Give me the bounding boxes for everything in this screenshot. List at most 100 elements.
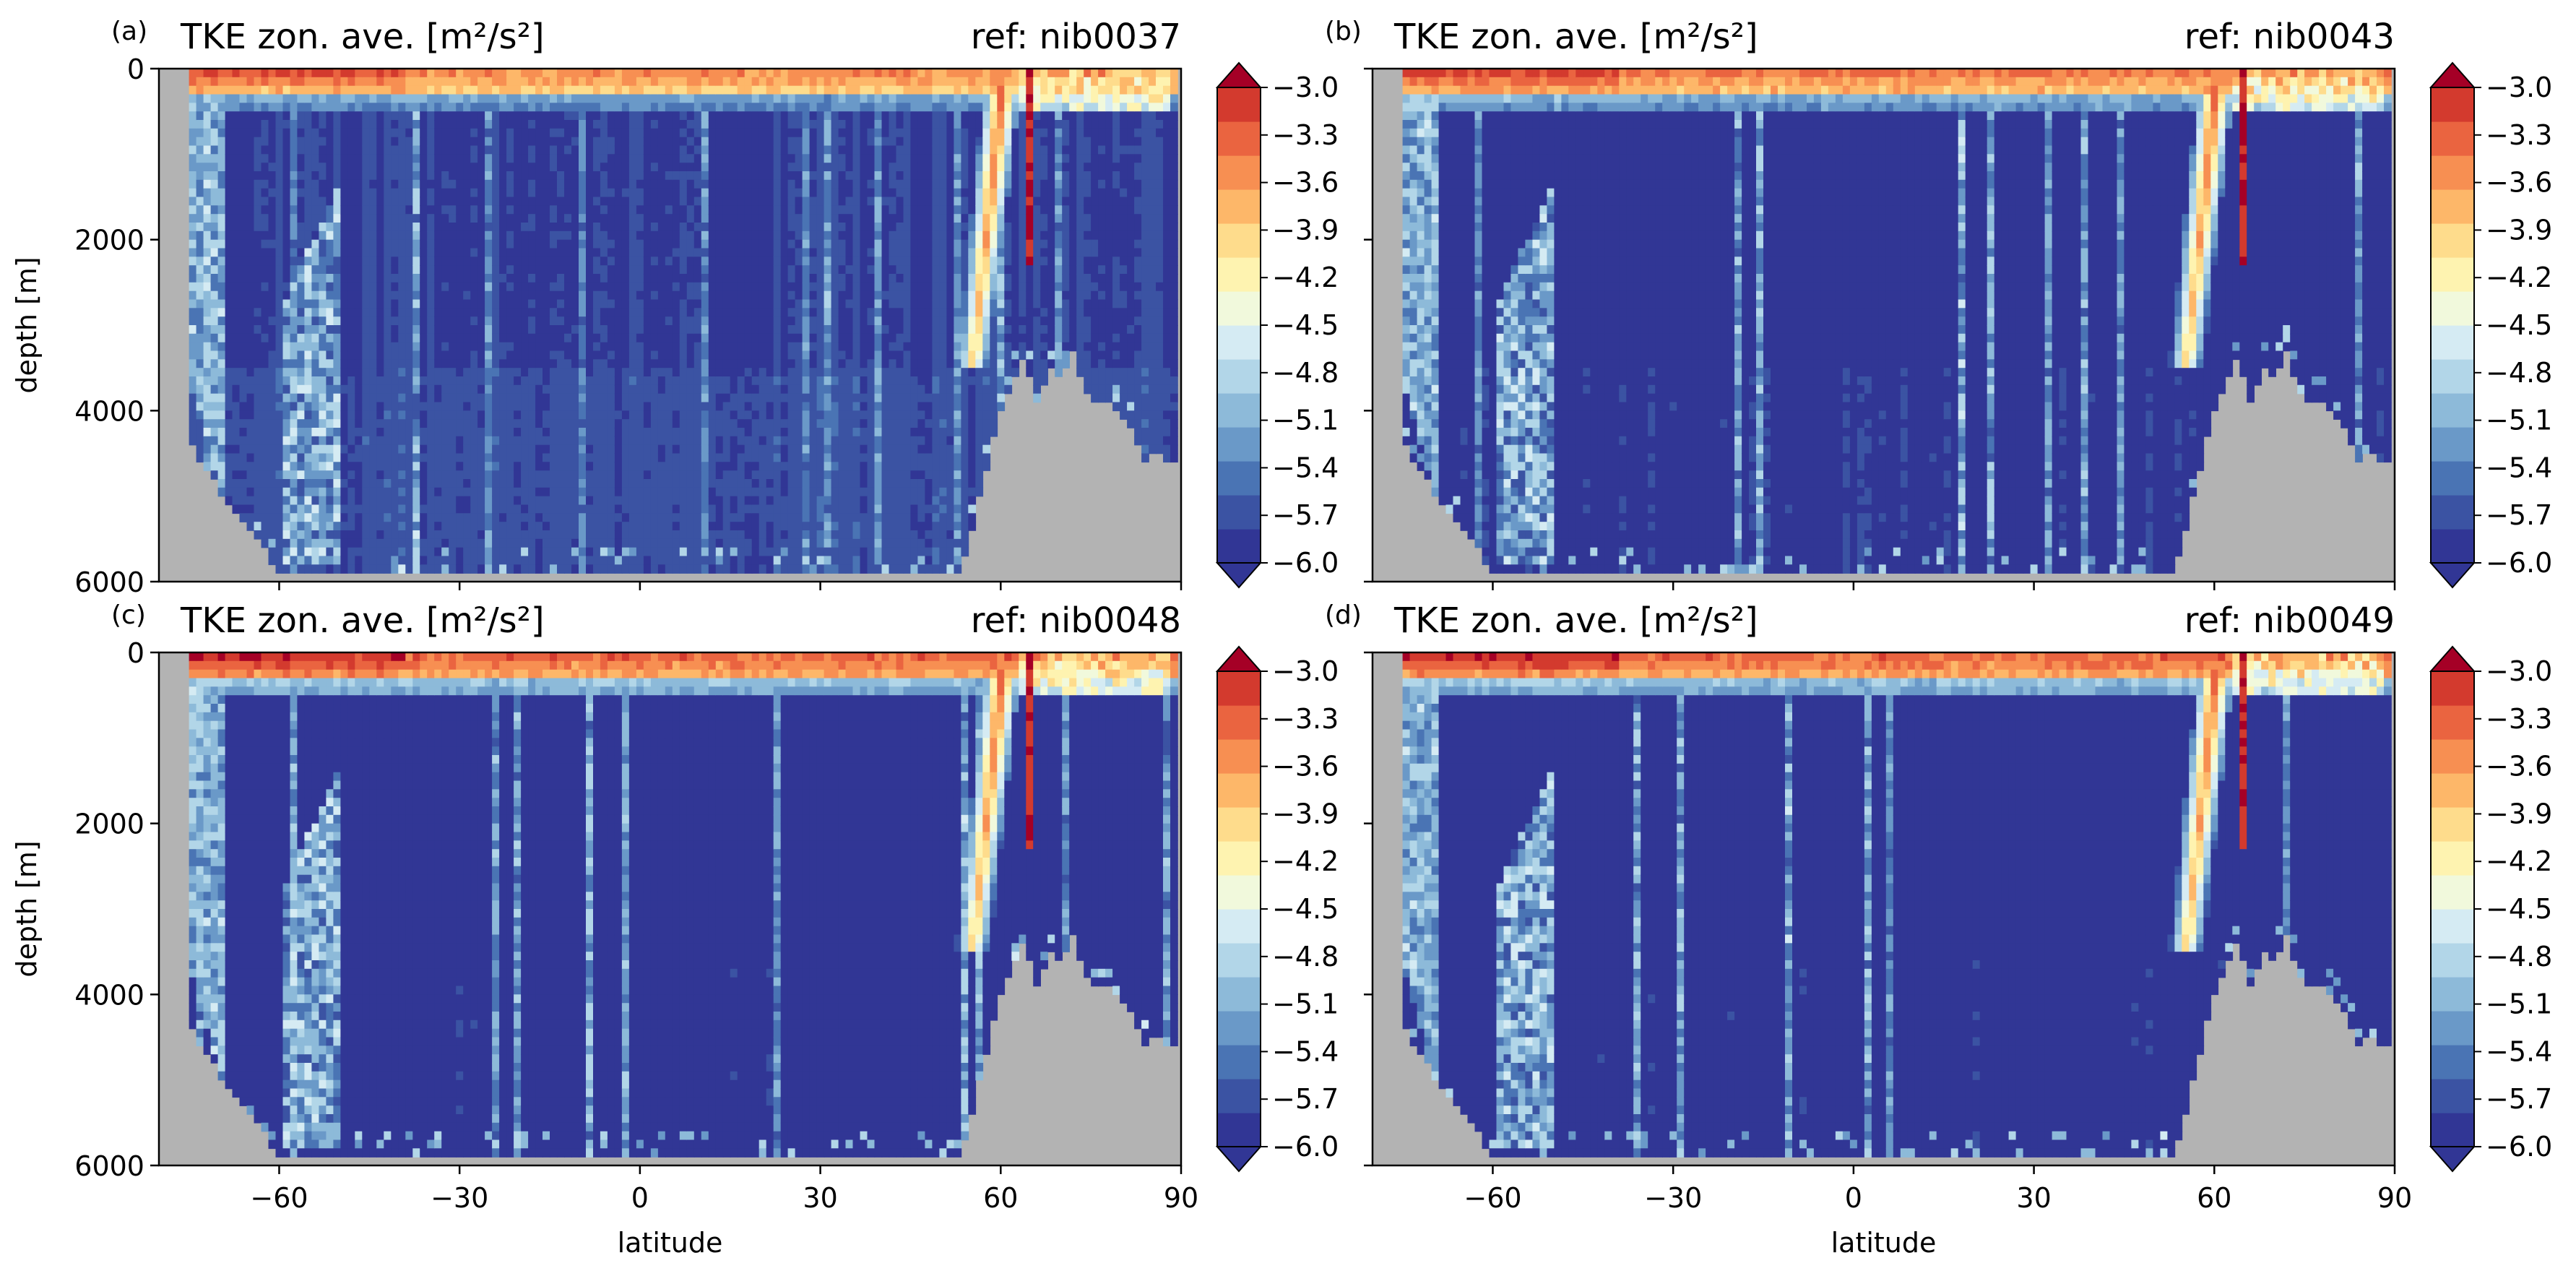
- colorbar-tick-label: −5.1: [2486, 988, 2552, 1020]
- colorbar-band: [1217, 291, 1261, 326]
- colorbar-extend-max: [2431, 647, 2474, 671]
- colorbar-tick-label: −3.0: [2486, 655, 2552, 687]
- colorbar-tick-label: −3.9: [1272, 798, 1339, 829]
- colorbar-band: [2431, 807, 2474, 842]
- colorbar-band: [2431, 427, 2474, 462]
- colorbar-tick-label: −4.8: [2486, 941, 2552, 973]
- x-tick-label: −60: [1464, 1182, 1521, 1214]
- colorbar-tick-label: −6.0: [1272, 547, 1339, 579]
- colorbar-band: [1217, 427, 1261, 462]
- y-tick-label: 6000: [74, 1150, 144, 1182]
- colorbar-band: [2431, 705, 2474, 740]
- colorbar-tick-label: −5.1: [2486, 405, 2552, 436]
- colorbar-tick-label: −3.3: [1272, 119, 1339, 151]
- x-tick-label: −30: [431, 1182, 488, 1214]
- colorbar: −3.0−3.3−3.6−3.9−4.2−4.5−4.8−5.1−5.4−5.7…: [2431, 63, 2552, 587]
- colorbar-band: [1217, 1079, 1261, 1113]
- colorbar-tick-label: −4.2: [1272, 845, 1339, 877]
- colorbar-band: [1217, 705, 1261, 740]
- colorbar-tick-label: −5.4: [2486, 452, 2552, 483]
- panel-1: (a) TKE zon. ave. [m²/s²] ref: nib00370200…: [11, 17, 1339, 598]
- colorbar-band: [1217, 1113, 1261, 1147]
- x-tick-label: 90: [1164, 1182, 1198, 1214]
- colorbar-extend-min: [2431, 1147, 2474, 1171]
- colorbar-band: [2431, 223, 2474, 258]
- colorbar-tick-label: −3.0: [1272, 72, 1339, 103]
- y-axis-label: depth [m]: [11, 257, 43, 393]
- colorbar-tick-label: −4.8: [1272, 357, 1339, 389]
- colorbar-tick-label: −3.0: [2486, 72, 2552, 103]
- colorbar-tick-label: −5.7: [1272, 1083, 1339, 1115]
- colorbar-band: [1217, 155, 1261, 190]
- colorbar-extend-max: [2431, 63, 2474, 87]
- colorbar-band: [2431, 155, 2474, 190]
- colorbar-band: [1217, 325, 1261, 360]
- colorbar-band: [2431, 529, 2474, 564]
- colorbar-band: [2431, 189, 2474, 224]
- colorbar-band: [1217, 121, 1261, 156]
- colorbar-tick-label: −3.6: [1272, 167, 1339, 199]
- panel-label: (d): [1325, 600, 1362, 630]
- colorbar-tick-label: −3.6: [1272, 751, 1339, 783]
- colorbar-band: [1217, 529, 1261, 564]
- colorbar-band: [2431, 739, 2474, 774]
- colorbar-band: [2431, 325, 2474, 360]
- colorbar-band: [2431, 257, 2474, 292]
- colorbar-band: [2431, 1045, 2474, 1079]
- panel-ref: ref: nib0043: [2184, 17, 2395, 57]
- colorbar-tick-label: −4.5: [2486, 309, 2552, 341]
- panel-label: (c): [111, 600, 146, 630]
- panel-ref: ref: nib0048: [971, 600, 1181, 641]
- colorbar-extend-min: [2431, 563, 2474, 587]
- x-tick-label: −30: [1644, 1182, 1702, 1214]
- colorbar-band: [1217, 189, 1261, 224]
- colorbar-tick-label: −5.4: [2486, 1035, 2552, 1067]
- x-tick-label: 30: [2016, 1182, 2051, 1214]
- x-tick-label: 60: [983, 1182, 1018, 1214]
- y-tick-label: 2000: [74, 809, 144, 840]
- colorbar-tick-label: −4.8: [1272, 941, 1339, 973]
- colorbar-tick-label: −6.0: [1272, 1131, 1339, 1163]
- x-tick-label: 90: [2377, 1182, 2412, 1214]
- colorbar-band: [2431, 121, 2474, 156]
- colorbar-band: [2431, 671, 2474, 706]
- colorbar-tick-label: −4.2: [2486, 845, 2552, 877]
- panel-ref: ref: nib0049: [2184, 600, 2395, 641]
- y-tick-label: 4000: [74, 979, 144, 1011]
- colorbar-band: [2431, 291, 2474, 326]
- colorbar-extend-max: [1217, 63, 1261, 87]
- y-tick-label: 0: [127, 53, 144, 85]
- colorbar: −3.0−3.3−3.6−3.9−4.2−4.5−4.8−5.1−5.4−5.7…: [2431, 647, 2552, 1171]
- colorbar-tick-label: −6.0: [2486, 1131, 2552, 1163]
- panel-3: (c) TKE zon. ave. [m²/s²] ref: nib0048 0 200…: [11, 600, 1339, 1259]
- colorbar-tick-label: −3.3: [2486, 703, 2552, 735]
- panel-title: TKE zon. ave. [m²/s²]: [180, 600, 545, 641]
- x-tick-label: 60: [2197, 1182, 2231, 1214]
- colorbar-band: [2431, 393, 2474, 428]
- y-tick-label: 0: [127, 637, 144, 669]
- colorbar-tick-label: −3.9: [2486, 798, 2552, 829]
- panel-title: TKE zon. ave. [m²/s²]: [180, 17, 545, 57]
- y-tick-label: 6000: [74, 566, 144, 598]
- colorbar-band: [1217, 1045, 1261, 1079]
- colorbar-band: [2431, 1079, 2474, 1113]
- colorbar-tick-label: −3.3: [2486, 119, 2552, 151]
- colorbar-band: [1217, 393, 1261, 428]
- colorbar-tick-label: −3.9: [1272, 214, 1339, 246]
- colorbar-tick-label: −4.5: [1272, 309, 1339, 341]
- colorbar-tick-label: −4.2: [2486, 262, 2552, 293]
- colorbar-band: [1217, 495, 1261, 530]
- panel-4: (d) TKE zon. ave. [m²/s²] ref: nib0049−60−…: [1325, 600, 2552, 1259]
- y-axis-label: depth [m]: [11, 840, 43, 977]
- colorbar-tick-label: −3.0: [1272, 655, 1339, 687]
- colorbar: −3.0−3.3−3.6−3.9−4.2−4.5−4.8−5.1−5.4−5.7…: [1217, 647, 1339, 1171]
- panel-label: (a): [111, 17, 147, 46]
- colorbar-band: [1217, 773, 1261, 808]
- colorbar-tick-label: −4.5: [2486, 893, 2552, 925]
- colorbar-band: [1217, 739, 1261, 774]
- colorbar-band: [1217, 1011, 1261, 1046]
- colorbar-band: [1217, 977, 1261, 1012]
- colorbar-tick-label: −4.5: [1272, 893, 1339, 925]
- colorbar-tick-label: −3.6: [2486, 751, 2552, 783]
